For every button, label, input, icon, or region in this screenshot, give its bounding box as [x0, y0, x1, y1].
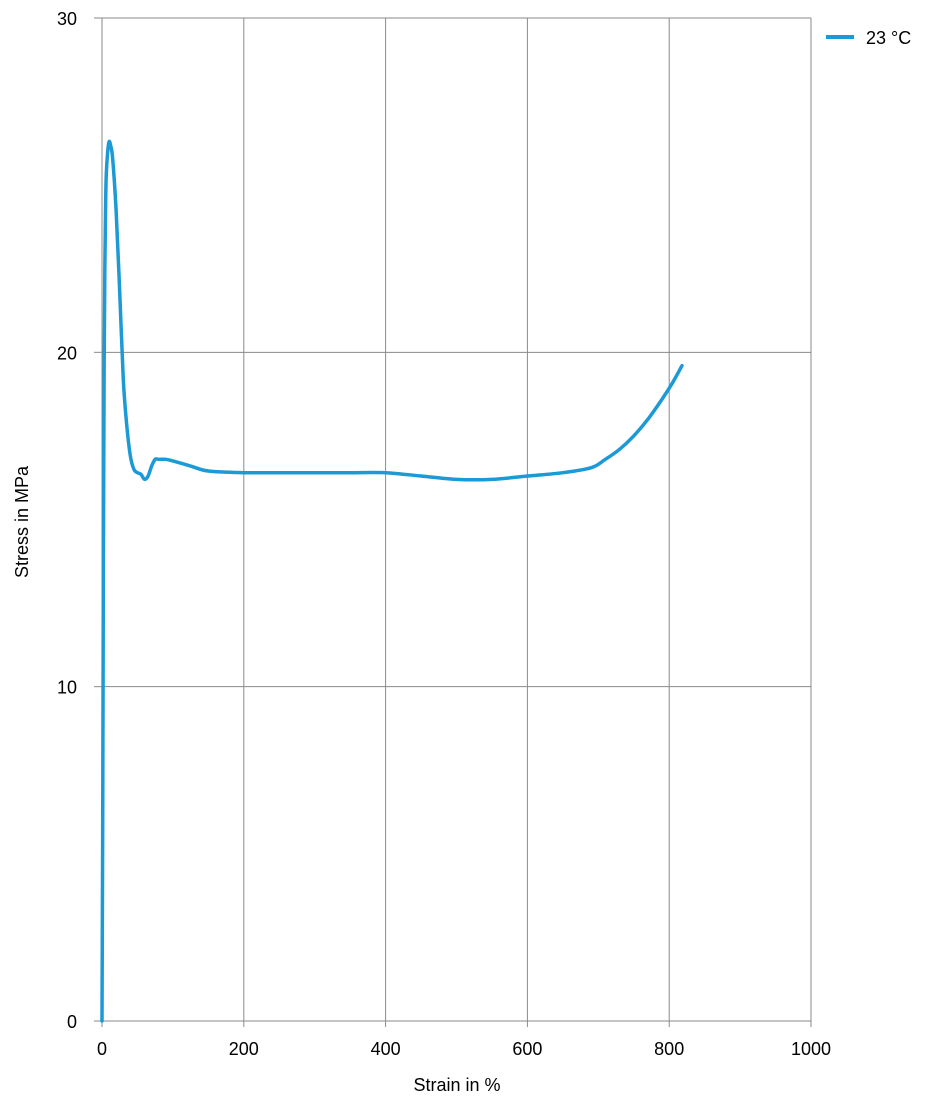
y-tick-label: 20: [57, 343, 77, 363]
y-tick-label: 30: [57, 9, 77, 29]
x-tick-label: 600: [512, 1039, 542, 1059]
axis-ticks: [94, 17, 812, 1027]
legend-label: 23 °C: [866, 28, 911, 48]
x-tick-label: 1000: [791, 1039, 831, 1059]
vertical-gridlines: [101, 18, 812, 1021]
x-tick-label: 200: [229, 1039, 259, 1059]
x-tick-label: 0: [97, 1039, 107, 1059]
x-tick-label: 800: [654, 1039, 684, 1059]
x-tick-labels: 0 200 400 600 800 1000: [97, 1039, 831, 1059]
y-tick-label: 10: [57, 678, 77, 698]
y-tick-labels: 0 10 20 30: [57, 9, 77, 1032]
y-axis-label: Stress in MPa: [12, 465, 32, 578]
legend: 23 °C: [826, 28, 911, 48]
horizontal-gridlines: [102, 17, 811, 1022]
series-layer: [100, 139, 684, 1023]
y-tick-label: 0: [67, 1012, 77, 1032]
series-line: [100, 139, 684, 1023]
x-tick-label: 400: [371, 1039, 401, 1059]
x-axis-label: Strain in %: [413, 1075, 500, 1095]
